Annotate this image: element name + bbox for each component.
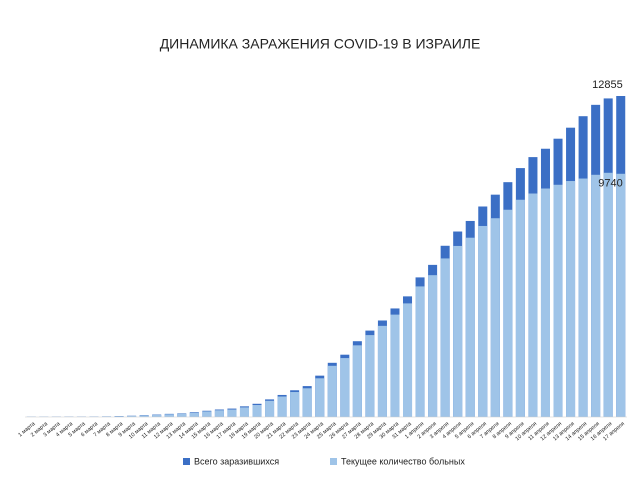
bar bbox=[553, 184, 563, 417]
bar bbox=[377, 325, 387, 417]
bar bbox=[152, 414, 162, 417]
bar bbox=[403, 303, 413, 417]
bar bbox=[566, 181, 576, 417]
bar bbox=[239, 407, 249, 417]
bar bbox=[515, 199, 525, 417]
bar bbox=[540, 188, 550, 417]
bar bbox=[428, 275, 438, 417]
bar bbox=[490, 218, 500, 417]
data-label: 12855 bbox=[592, 79, 623, 91]
bar bbox=[302, 388, 312, 417]
bar bbox=[528, 193, 538, 417]
bar bbox=[616, 173, 626, 417]
legend-label: Текущее количество больных bbox=[341, 456, 465, 466]
bar bbox=[415, 286, 425, 417]
legend-swatch bbox=[330, 458, 337, 465]
bar bbox=[265, 400, 275, 417]
bar bbox=[164, 414, 174, 417]
bar bbox=[214, 410, 224, 417]
bar bbox=[578, 178, 588, 417]
bar bbox=[189, 412, 199, 417]
bar bbox=[352, 345, 362, 417]
bar bbox=[114, 416, 124, 417]
bar bbox=[440, 258, 450, 417]
bar bbox=[478, 225, 488, 417]
bar bbox=[340, 358, 350, 417]
bar bbox=[603, 172, 613, 417]
bar bbox=[177, 413, 187, 417]
bar bbox=[277, 396, 287, 417]
legend-swatch bbox=[183, 458, 190, 465]
chart-title: ДИНАМИКА ЗАРАЖЕНИЯ COVID-19 В ИЗРАИЛЕ bbox=[160, 36, 481, 52]
data-label: 9740 bbox=[598, 178, 622, 190]
bar bbox=[227, 409, 237, 417]
bar bbox=[252, 405, 262, 417]
bar bbox=[202, 411, 212, 417]
bar bbox=[315, 378, 325, 417]
bar bbox=[591, 174, 601, 417]
bar bbox=[503, 209, 513, 417]
legend-label: Всего заразившихся bbox=[194, 456, 279, 466]
bar bbox=[327, 365, 337, 417]
bar bbox=[465, 237, 475, 417]
bar bbox=[365, 335, 375, 417]
bar bbox=[139, 415, 149, 417]
bar bbox=[453, 245, 463, 417]
bar bbox=[127, 415, 137, 417]
bar bbox=[290, 392, 300, 417]
bar bbox=[390, 314, 400, 417]
